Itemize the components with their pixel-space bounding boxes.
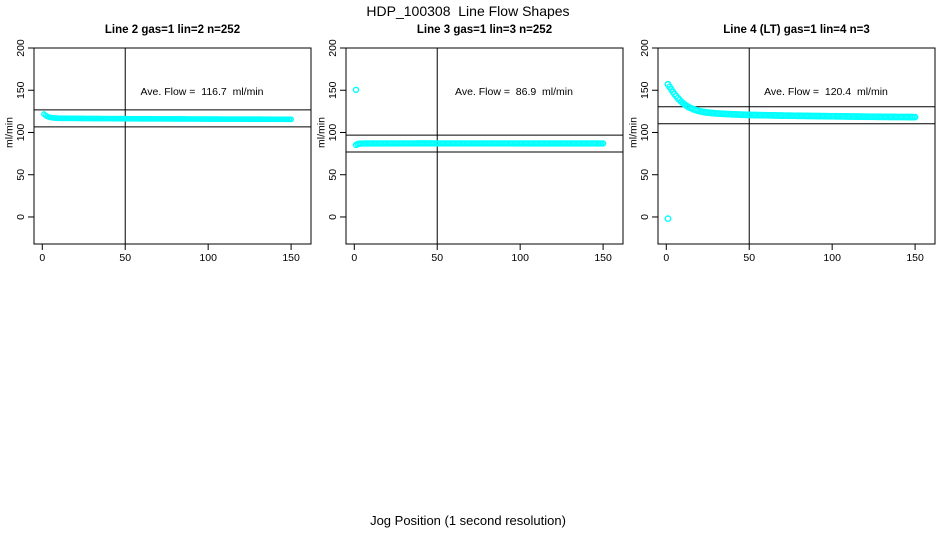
svg-text:200: 200	[639, 39, 651, 57]
x-axis: 0 50 100 150	[39, 244, 300, 264]
svg-text:150: 150	[906, 252, 924, 264]
outlier-point	[664, 215, 672, 223]
subplot-3-title: Line 4 (LT) gas=1 lin=4 n=3	[723, 24, 870, 36]
subplot-1-title: Line 2 gas=1 lin=2 n=252	[104, 24, 241, 36]
svg-text:0: 0	[15, 214, 27, 220]
subplot-3: 0 50 100 150 0 50 100 150 200	[639, 39, 936, 264]
x-axis-label: Jog Position (1 second resolution)	[370, 513, 566, 528]
svg-text:50: 50	[15, 169, 27, 181]
reference-lines	[34, 48, 311, 244]
plot-box	[33, 47, 312, 245]
subplot-2: 0 50 100 150 0 50 100 150 200	[327, 39, 624, 264]
x-axis: 0 50 100 150	[351, 244, 612, 264]
svg-text:0: 0	[351, 252, 357, 264]
svg-text:200: 200	[15, 39, 27, 57]
svg-text:50: 50	[743, 252, 755, 264]
subplot-1: 0 50 100 150 0 50 100 150 200	[15, 39, 312, 264]
svg-text:150: 150	[282, 252, 300, 264]
svg-text:100: 100	[511, 252, 529, 264]
plot-box	[657, 47, 936, 245]
subplot-1-ave-flow-annotation: Ave. Flow = 116.7 ml/min	[140, 86, 264, 98]
svg-text:100: 100	[639, 124, 651, 142]
svg-text:50: 50	[431, 252, 443, 264]
svg-text:100: 100	[199, 252, 217, 264]
svg-text:100: 100	[327, 124, 339, 142]
svg-text:200: 200	[327, 39, 339, 57]
plot-box	[345, 47, 624, 245]
svg-text:0: 0	[327, 214, 339, 220]
flow-data-points	[664, 80, 919, 223]
reference-lines	[658, 48, 935, 244]
svg-text:50: 50	[119, 252, 131, 264]
y-axis: 0 50 100 150 200	[639, 39, 658, 220]
svg-text:50: 50	[327, 169, 339, 181]
outlier-point	[352, 86, 360, 94]
svg-text:150: 150	[639, 81, 651, 99]
svg-text:150: 150	[594, 252, 612, 264]
svg-text:50: 50	[639, 169, 651, 181]
svg-text:100: 100	[15, 124, 27, 142]
svg-text:0: 0	[639, 214, 651, 220]
subplot-2-ave-flow-annotation: Ave. Flow = 86.9 ml/min	[455, 86, 573, 98]
subplot-2-title: Line 3 gas=1 lin=3 n=252	[416, 24, 553, 36]
subplot-3-ave-flow-annotation: Ave. Flow = 120.4 ml/min	[764, 86, 888, 98]
svg-text:150: 150	[327, 81, 339, 99]
flow-data-points	[352, 86, 607, 149]
svg-text:150: 150	[15, 81, 27, 99]
y-axis: 0 50 100 150 200	[15, 39, 34, 220]
x-axis: 0 50 100 150	[663, 244, 924, 264]
page-title: HDP_100308 Line Flow Shapes	[366, 3, 570, 19]
flow-data-points	[41, 111, 294, 123]
svg-text:100: 100	[823, 252, 841, 264]
svg-text:0: 0	[663, 252, 669, 264]
svg-text:0: 0	[39, 252, 45, 264]
y-axis: 0 50 100 150 200	[327, 39, 346, 220]
